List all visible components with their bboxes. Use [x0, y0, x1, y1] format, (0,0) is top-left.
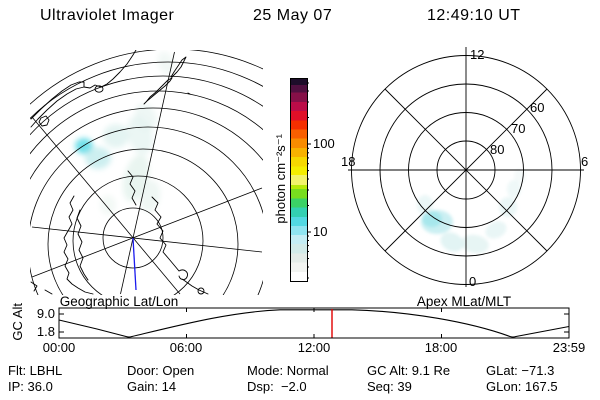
coastline-nz-south [143, 77, 173, 105]
latitude-grid-circles [30, 50, 263, 295]
mlt-spokes [348, 47, 584, 287]
longitude-grid-lines [31, 51, 263, 295]
coastline-nz-north [170, 56, 187, 78]
status-seq: Seq: 39 [367, 379, 412, 394]
status-glon: GLon: 167.5 [486, 379, 558, 394]
aurora-emission-right [417, 169, 526, 254]
apex-polar-plot: 12 18 6 0 60 70 80 [341, 47, 588, 289]
colorbar-tick-10: 10 [313, 224, 328, 239]
status-glat: GLat: −71.3 [486, 363, 555, 378]
coastline-tasmania [38, 115, 50, 127]
orbit-plot-ticks [59, 308, 569, 338]
orbit-xtick-1800: 18:00 [424, 340, 458, 355]
status-gc-alt: GC Alt: 9.1 Re [367, 363, 451, 378]
right-map-caption: Apex MLat/MLT [416, 294, 512, 309]
orbit-xtick-0000: 00:00 [42, 340, 76, 355]
coastline-australia [30, 50, 137, 128]
left-map-caption: Geographic Lat/Lon [59, 294, 179, 309]
title-date: 25 May 07 [253, 7, 333, 24]
coastline-edge-bits [30, 281, 53, 295]
status-door: Door: Open [127, 363, 195, 378]
mlt-label-18: 18 [341, 154, 355, 169]
colorbar-unit-label: photon cm⁻²s⁻¹ [273, 134, 289, 224]
mlat-ring-label-70: 70 [511, 121, 525, 136]
intensity-colorbar [290, 78, 308, 282]
status-gain: Gain: 14 [127, 379, 177, 394]
status-mode: Mode: Normal [247, 363, 329, 378]
title-time: 12:49:10 UT [427, 7, 521, 24]
altitude-curve [58, 309, 570, 338]
coastline-antarctica-west [63, 195, 94, 295]
mlat-ring-label-60: 60 [530, 100, 544, 115]
geographic-map [30, 50, 263, 295]
mlat-ring-label-80: 80 [490, 142, 504, 157]
orbit-ylabel: GC Alt [10, 303, 26, 341]
coastline-australia-limb [30, 81, 85, 120]
status-ip: IP: 36.0 [8, 379, 53, 394]
status-dsp: Dsp: −2.0 [247, 379, 307, 394]
coastline-antarctica-east [151, 196, 209, 295]
mlt-label-12: 12 [470, 47, 484, 62]
coastline-antarctica-loop [197, 287, 205, 295]
mlt-label-0: 0 [469, 274, 476, 289]
coastline-island-dot [187, 92, 191, 95]
coastline-bay [94, 85, 104, 93]
coastline-antarctica-top [127, 170, 137, 206]
aurora-emission-left [75, 51, 175, 215]
blue-meridian-trace [132, 237, 137, 291]
status-flt: Flt: LBHL [8, 363, 63, 378]
orbit-ytick-1.8: 1.8 [36, 324, 55, 339]
orbit-plot-frame [58, 307, 570, 339]
orbit-xtick-2359: 23:59 [552, 340, 586, 355]
mlt-label-6: 6 [581, 154, 588, 169]
orbit-ytick-9: 9.0 [36, 306, 55, 321]
orbit-altitude-plot [58, 307, 570, 339]
orbit-xtick-1200: 12:00 [297, 340, 331, 355]
colorbar-tick-100: 100 [313, 136, 335, 151]
title-instrument: Ultraviolet Imager [40, 7, 175, 24]
coastlines [30, 50, 209, 295]
coastline-antarctica-inner [76, 209, 89, 281]
orbit-xtick-0600: 06:00 [169, 340, 203, 355]
